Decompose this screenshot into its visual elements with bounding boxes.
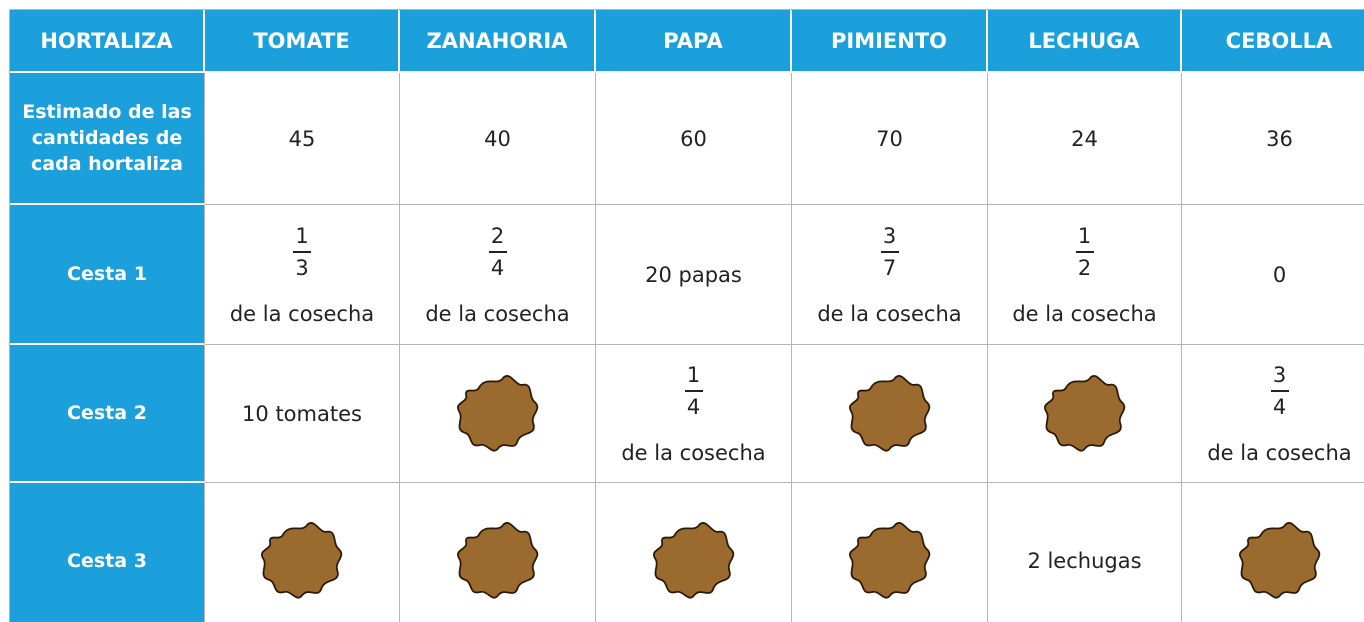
denominator: 2	[1077, 255, 1092, 280]
stained-cell	[988, 345, 1182, 483]
fraction-note: de la cosecha	[425, 301, 570, 326]
left-border	[9, 10, 10, 622]
row-label: Estimado de las cantidades de cada horta…	[10, 73, 205, 205]
fraction-note: de la cosecha	[621, 440, 766, 465]
fraction-note: de la cosecha	[1012, 301, 1157, 326]
numerator: 1	[1077, 223, 1092, 248]
numerator: 2	[490, 223, 505, 248]
stained-cell	[792, 345, 988, 483]
fraction-bar	[293, 250, 311, 253]
denominator: 4	[686, 394, 701, 419]
table-cell: 1 4 de la cosecha	[596, 345, 792, 483]
fraction-bar	[880, 250, 899, 253]
header-cell: HORTALIZA	[10, 10, 205, 73]
stain-shape	[652, 522, 734, 599]
stain-shape	[1238, 522, 1320, 599]
ink-stain	[456, 374, 538, 452]
numerator: 1	[295, 223, 309, 248]
stain-shape	[456, 522, 538, 599]
numerator: 1	[686, 362, 701, 387]
table-cell: 10 tomates	[205, 345, 400, 483]
header-cell: TOMATE	[205, 10, 400, 73]
table-cell: 20 papas	[596, 205, 792, 345]
fraction-note: de la cosecha	[229, 301, 375, 326]
fraction-note: de la cosecha	[1207, 440, 1352, 465]
table-cell: 3 7 de la cosecha	[792, 205, 988, 345]
header-cell: PIMIENTO	[792, 10, 988, 73]
row-label: Cesta 2	[10, 345, 205, 483]
stain-shape	[848, 374, 930, 452]
fraction-bar	[1270, 389, 1289, 392]
ink-stain	[848, 522, 930, 599]
fraction-bar	[1075, 250, 1094, 253]
stained-cell	[400, 483, 596, 622]
top-border	[10, 9, 1364, 10]
header-cell: CEBOLLA	[1182, 10, 1364, 73]
stained-cell	[400, 345, 596, 483]
table-cell: 24	[988, 73, 1182, 205]
ink-stain	[652, 522, 734, 599]
numerator: 3	[882, 223, 897, 248]
stain-shape	[261, 522, 343, 599]
denominator: 3	[295, 255, 309, 280]
fraction-bar	[684, 389, 703, 392]
row-label: Cesta 1	[10, 205, 205, 345]
denominator: 7	[882, 255, 897, 280]
stained-cell	[792, 483, 988, 622]
row-label: Cesta 3	[10, 483, 205, 622]
ink-stain	[261, 522, 343, 599]
stain-shape	[848, 522, 930, 599]
table-cell: 60	[596, 73, 792, 205]
header-cell: LECHUGA	[988, 10, 1182, 73]
table-cell: 40	[400, 73, 596, 205]
fraction-bar	[488, 250, 507, 253]
denominator: 4	[490, 255, 505, 280]
table-cell: 36	[1182, 73, 1364, 205]
table-cell: 70	[792, 73, 988, 205]
stained-cell	[205, 483, 400, 622]
ink-stain	[1238, 522, 1320, 599]
table-cell: 2 lechugas	[988, 483, 1182, 622]
stain-shape	[456, 374, 538, 452]
ink-stain	[848, 374, 930, 452]
table-cell: 1 3 de la cosecha	[205, 205, 400, 345]
fraction-note: de la cosecha	[817, 301, 962, 326]
table-cell: 0	[1182, 205, 1364, 345]
table-cell: 2 4 de la cosecha	[400, 205, 596, 345]
ink-stain	[456, 522, 538, 599]
stained-cell	[596, 483, 792, 622]
numerator: 3	[1272, 362, 1287, 387]
table-cell: 3 4 de la cosecha	[1182, 345, 1364, 483]
header-cell: ZANAHORIA	[400, 10, 596, 73]
stain-shape	[1043, 374, 1125, 452]
table-cell: 45	[205, 73, 400, 205]
ink-stain	[1043, 374, 1125, 452]
denominator: 4	[1272, 394, 1287, 419]
header-cell: PAPA	[596, 10, 792, 73]
table-cell: 1 2 de la cosecha	[988, 205, 1182, 345]
stained-cell	[1182, 483, 1364, 622]
